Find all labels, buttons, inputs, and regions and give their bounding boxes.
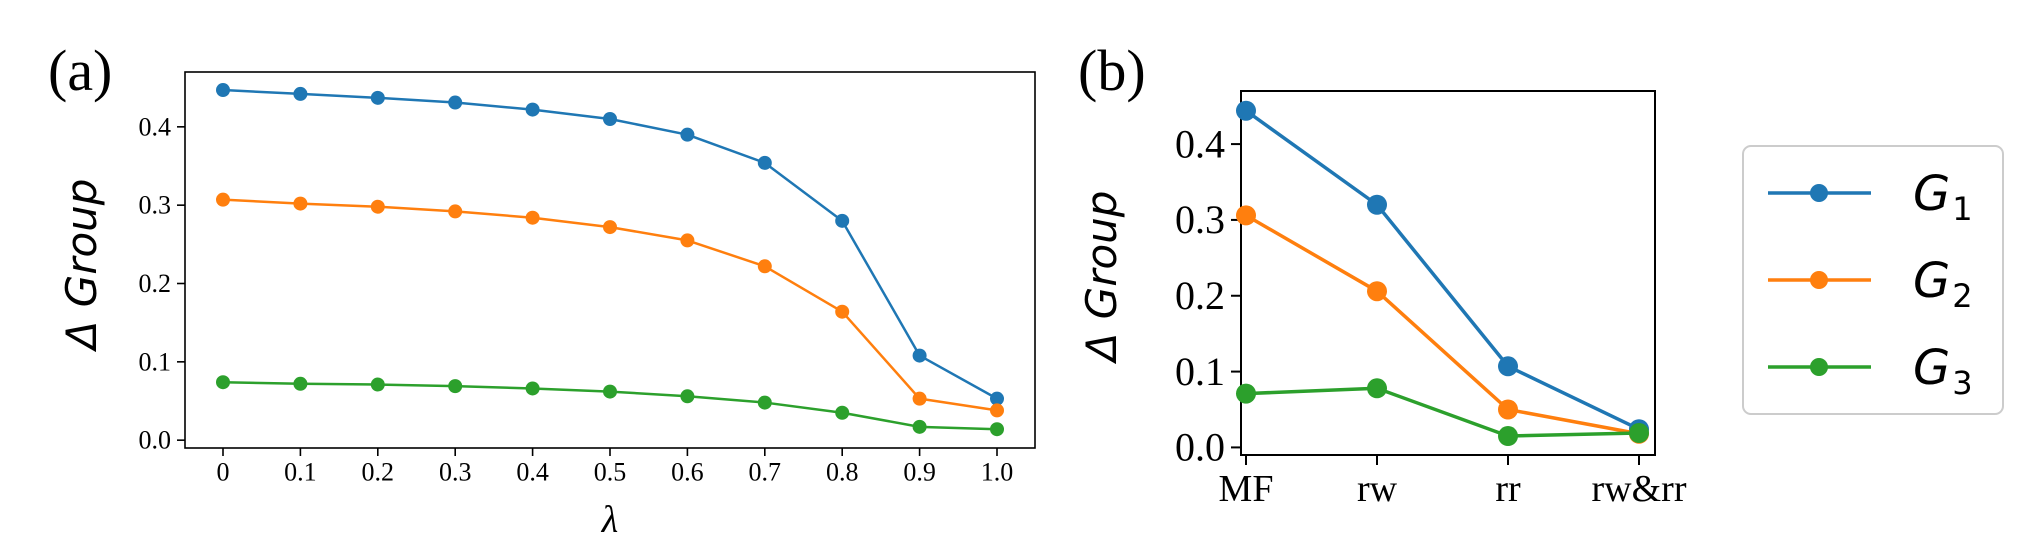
- x-tick-label: rw&rr: [1592, 468, 1687, 510]
- data-point-g1: [603, 112, 617, 126]
- panel-b-series: [1236, 100, 1649, 447]
- data-point-g3: [1367, 378, 1387, 399]
- x-tick-label: 0.5: [594, 458, 627, 487]
- data-point-g1: [216, 83, 230, 98]
- data-point-g2: [835, 304, 850, 319]
- data-point-g1: [990, 391, 1004, 406]
- data-point-g1: [525, 102, 540, 117]
- data-point-g1: [370, 90, 385, 105]
- x-tick-label: MF: [1219, 468, 1274, 510]
- data-point-g2: [293, 196, 308, 211]
- x-tick-label: 0.3: [439, 458, 472, 487]
- y-tick-label: 0.0: [1175, 425, 1225, 470]
- y-tick-label: 0.2: [1175, 273, 1225, 318]
- data-point-g3: [990, 422, 1004, 437]
- data-point-g2: [1498, 399, 1518, 420]
- data-point-g3: [835, 405, 850, 420]
- data-point-g2: [757, 259, 772, 274]
- data-point-g2: [603, 220, 617, 235]
- legend-marker-g3: [1810, 358, 1828, 376]
- panel-b-ylabel: Δ Group: [1077, 191, 1126, 365]
- data-point-g2: [1236, 205, 1256, 226]
- panel-a-axes: 0.0 0.1 0.2 0.3 0.4 0 0.1 0.2 0.3 0.4 0.5 0.6 0.7 0.8…: [139, 71, 1036, 487]
- data-point-g1: [1367, 194, 1387, 215]
- y-tick-label: 0.0: [139, 426, 172, 455]
- legend-frame: [1742, 145, 2004, 415]
- y-tick-label: 0.3: [139, 191, 172, 220]
- panel-b-label: (b): [1078, 38, 1146, 103]
- data-point-g1: [293, 86, 308, 101]
- data-point-g2: [1367, 281, 1387, 302]
- data-point-g1: [835, 213, 850, 228]
- x-tick-label: rw: [1357, 468, 1398, 510]
- panel-b: (b) 0.0 0.1 0.2 0.3 0.4 MF rw rr rw&rr Δ Group: [1077, 38, 1687, 510]
- data-point-g1: [757, 155, 772, 170]
- data-point-g3: [525, 381, 540, 396]
- data-point-g2: [448, 204, 463, 219]
- y-tick-label: 0.3: [1175, 197, 1225, 242]
- data-point-g3: [370, 377, 385, 392]
- data-point-g2: [216, 192, 230, 207]
- series-line-g1: [1244, 109, 1640, 431]
- panel-b-axes: 0.0 0.1 0.2 0.3 0.4 MF rw rr rw&rr: [1175, 90, 1687, 510]
- x-tick-label: 0.2: [362, 458, 395, 487]
- data-point-g3: [912, 419, 927, 434]
- data-point-g3: [293, 376, 308, 391]
- x-tick-label: 0.1: [284, 458, 317, 487]
- legend-marker-g2: [1810, 271, 1828, 289]
- panel-a-ylabel: Δ Group: [57, 179, 106, 353]
- panel-a: (a) 0.00.10.20.30.40 0.1 0.2 0.3 0.4 0.5 0.6 0.…: [48, 38, 1036, 541]
- y-tick-label: 0.4: [1175, 121, 1225, 166]
- y-tick-label: 0.4: [139, 112, 172, 141]
- data-point-g3: [1629, 423, 1649, 444]
- data-point-g1: [448, 95, 463, 110]
- data-point-g1: [1236, 100, 1256, 121]
- x-tick-label: 0: [217, 458, 230, 487]
- data-point-g1: [912, 348, 927, 363]
- y-tick-label: 0.1: [139, 347, 172, 376]
- data-point-g3: [757, 395, 772, 410]
- data-point-g3: [680, 389, 695, 404]
- x-tick-label: rr: [1495, 468, 1521, 510]
- plot-frame: [1240, 90, 1656, 456]
- data-point-g3: [1498, 426, 1518, 447]
- data-point-g2: [370, 199, 385, 214]
- data-point-g1: [1498, 356, 1518, 377]
- data-point-g3: [216, 375, 230, 390]
- data-point-g3: [1236, 383, 1256, 404]
- data-point-g2: [680, 233, 695, 248]
- data-point-g1: [680, 127, 695, 142]
- data-point-g2: [912, 391, 927, 406]
- x-tick-label: 1.0: [981, 458, 1014, 487]
- series-line-g2: [1245, 213, 1640, 436]
- x-tick-label: 0.4: [516, 458, 549, 487]
- panel-a-label: (a): [48, 38, 112, 103]
- y-tick-label: 0.2: [139, 269, 172, 298]
- data-point-g3: [448, 379, 463, 394]
- legend-marker-g1: [1810, 184, 1828, 202]
- data-point-g2: [990, 403, 1004, 418]
- x-tick-label: 0.6: [671, 458, 704, 487]
- y-tick-label: 0.1: [1175, 349, 1225, 394]
- series-line-g1: [222, 88, 998, 400]
- x-tick-label: 0.9: [903, 458, 936, 487]
- data-point-g2: [525, 210, 540, 225]
- panel-a-series: [216, 83, 1004, 437]
- panel-a-xlabel: λ: [601, 499, 618, 541]
- series-line-g3: [1245, 386, 1640, 438]
- data-point-g3: [603, 384, 617, 399]
- x-tick-label: 0.7: [749, 458, 782, 487]
- x-tick-label: 0.8: [826, 458, 859, 487]
